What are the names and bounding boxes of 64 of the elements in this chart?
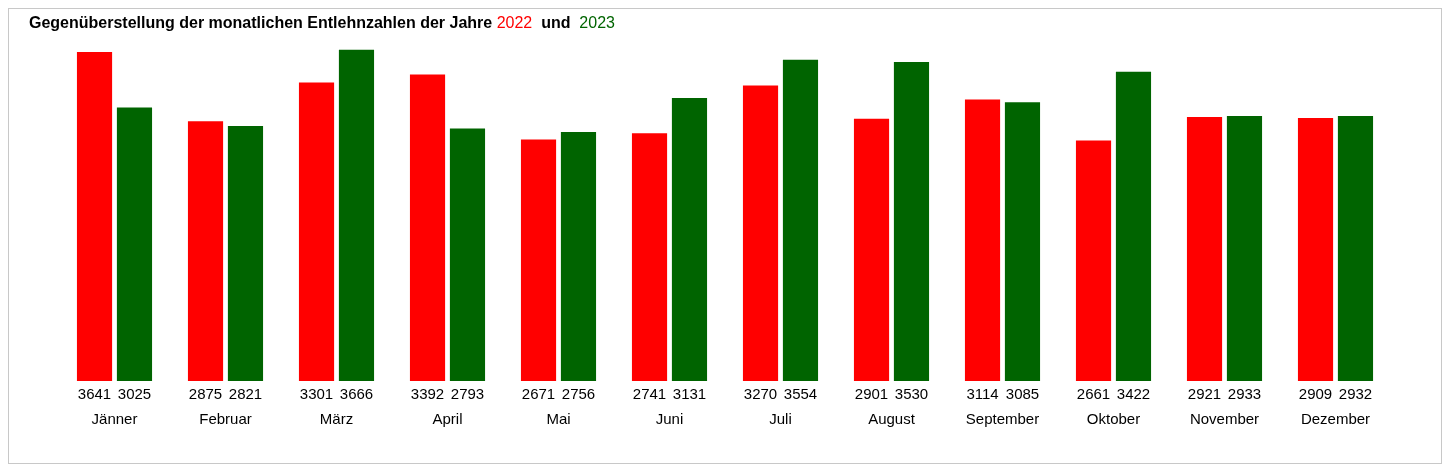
x-tick-label: Oktober — [1086, 410, 1141, 428]
x-tick-label: Februar — [199, 410, 252, 428]
data-label: 2932 — [1338, 384, 1373, 402]
bar — [964, 99, 1001, 381]
bar — [298, 82, 335, 381]
data-label: 2921 — [1187, 384, 1222, 402]
bar — [409, 74, 446, 381]
bar — [449, 128, 486, 381]
bar — [116, 107, 153, 381]
x-tick-label: Dezember — [1300, 410, 1371, 428]
data-label: 3085 — [1005, 384, 1040, 402]
data-label: 2793 — [450, 384, 485, 402]
bar — [560, 131, 597, 381]
data-label: 2901 — [854, 384, 889, 402]
data-label: 2741 — [632, 384, 667, 402]
data-label: 3422 — [1116, 384, 1151, 402]
bar — [631, 133, 668, 381]
text: 2023 — [579, 14, 615, 31]
x-tick-label: August — [868, 410, 916, 428]
bar — [893, 61, 930, 381]
data-label: 2756 — [561, 384, 596, 402]
bar — [187, 121, 224, 381]
data-label: 3554 — [783, 384, 818, 402]
bar — [1186, 116, 1223, 381]
bar — [1226, 115, 1263, 381]
data-label: 3270 — [743, 384, 778, 402]
x-tick-label: Juni — [655, 410, 684, 428]
data-label: 3392 — [410, 384, 445, 402]
x-tick-label: November — [1189, 410, 1260, 428]
bar — [742, 85, 779, 381]
bar — [1337, 115, 1374, 381]
bar — [1004, 102, 1041, 381]
bar — [227, 126, 264, 381]
data-label: 2821 — [228, 384, 263, 402]
x-tick-label: Mai — [546, 410, 571, 428]
bar — [671, 97, 708, 381]
data-label: 2933 — [1227, 384, 1262, 402]
x-tick-label: September — [965, 410, 1040, 428]
x-tick-label: April — [432, 410, 463, 428]
bar — [782, 59, 819, 381]
data-label: 3114 — [966, 384, 999, 402]
data-label: 3025 — [117, 384, 152, 402]
data-label: 3530 — [894, 384, 929, 402]
x-tick-label: März — [319, 410, 354, 428]
data-label: 2909 — [1298, 384, 1333, 402]
data-label: 2661 — [1076, 384, 1111, 402]
bar — [520, 139, 557, 381]
bar — [1075, 140, 1112, 381]
text: 2022 — [496, 14, 533, 31]
data-label: 2671 — [521, 384, 556, 402]
x-tick-label: Juli — [769, 410, 792, 428]
data-label: 3131 — [672, 384, 707, 402]
data-label: 3301 — [299, 384, 334, 402]
bar — [1297, 118, 1334, 381]
bar — [338, 49, 375, 381]
data-label: 3666 — [339, 384, 374, 402]
text: und — [541, 14, 571, 31]
bar — [853, 118, 890, 381]
chart-title: Gegenüberstellung der monatlichen Entlehnzahlen der Jahre — [29, 14, 493, 31]
bar — [1115, 71, 1152, 381]
x-tick-label: Jänner — [91, 410, 138, 428]
data-label: 3641 — [77, 384, 112, 402]
bar — [76, 51, 113, 381]
data-label: 2875 — [188, 384, 223, 402]
